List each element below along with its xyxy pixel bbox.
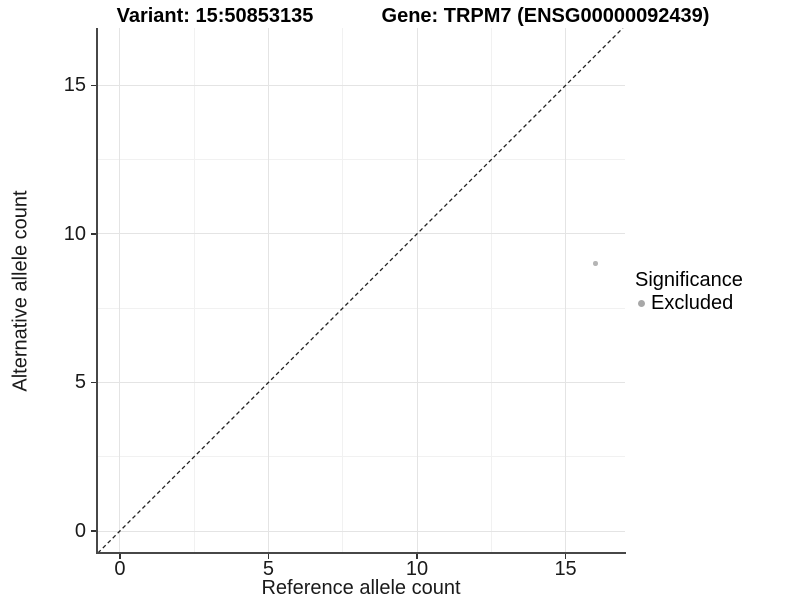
y-tick-mark <box>91 530 96 532</box>
x-tick-label: 0 <box>114 558 126 580</box>
x-minor-gridline <box>490 28 492 553</box>
x-minor-gridline <box>193 28 195 553</box>
legend: Significance Excluded <box>635 269 743 314</box>
y-axis-title: Alternative allele count <box>9 190 32 392</box>
x-major-gridline <box>416 28 418 553</box>
x-tick-label: 15 <box>554 558 577 580</box>
y-major-gridline <box>97 381 625 383</box>
data-point-excluded <box>593 261 598 266</box>
identity-line-layer <box>97 28 624 553</box>
x-tick-label: 10 <box>405 558 429 580</box>
y-major-gridline <box>97 84 625 86</box>
y-tick-label: 0 <box>74 520 86 542</box>
x-tick-label: 5 <box>262 558 274 580</box>
x-major-gridline <box>267 28 269 553</box>
gene-title: Gene: TRPM7 (ENSG00000092439) <box>381 5 710 27</box>
y-minor-gridline <box>97 159 625 161</box>
y-tick-label: 15 <box>63 74 86 97</box>
x-axis-line <box>96 552 626 554</box>
x-tick-mark <box>416 554 418 559</box>
y-major-gridline <box>97 530 625 532</box>
x-tick-mark <box>564 554 567 559</box>
y-major-gridline <box>97 233 625 235</box>
y-tick-label: 10 <box>63 222 86 245</box>
variant-title: Variant: 15:50853135 <box>116 5 314 27</box>
x-tick-mark <box>267 554 270 559</box>
x-major-gridline <box>565 28 567 553</box>
legend-title: Significance <box>635 269 743 291</box>
y-tick-label: 5 <box>74 371 86 394</box>
legend-item-label: Excluded <box>651 292 734 314</box>
y-tick-mark <box>91 381 96 384</box>
x-tick-mark <box>119 554 121 559</box>
y-minor-gridline <box>97 307 625 309</box>
y-axis-line <box>96 28 98 554</box>
x-axis-title: Reference allele count <box>261 577 461 599</box>
y-tick-mark <box>91 233 96 235</box>
identity-line <box>97 28 624 553</box>
excluded-point-icon <box>638 299 645 307</box>
plot-panel <box>97 28 625 553</box>
x-major-gridline <box>119 28 121 553</box>
y-minor-gridline <box>97 456 625 458</box>
legend-item-excluded: Excluded <box>635 292 743 314</box>
x-minor-gridline <box>342 28 344 553</box>
y-tick-mark <box>91 84 96 87</box>
